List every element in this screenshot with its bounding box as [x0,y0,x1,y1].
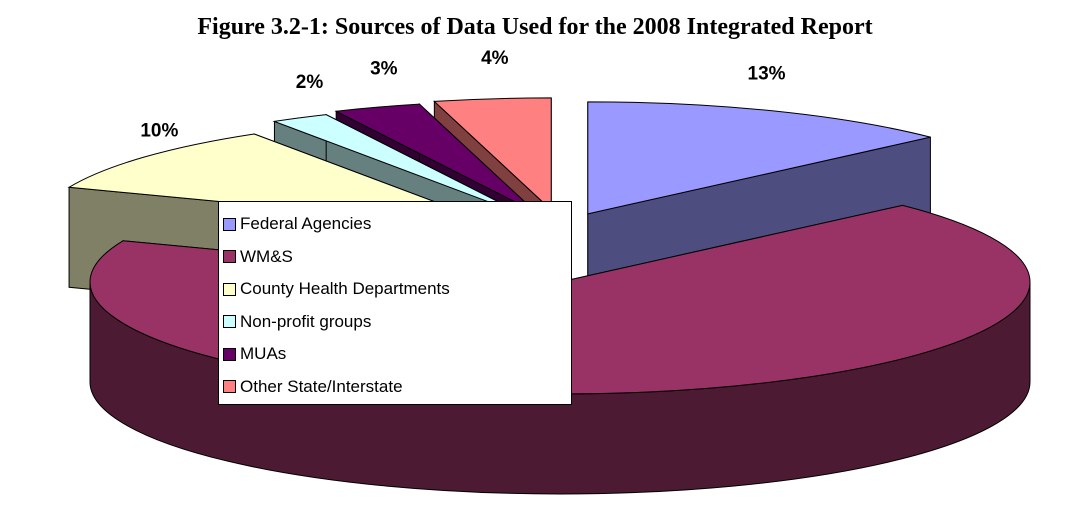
legend-item: County Health Departments [223,273,571,306]
chart-title: Figure 3.2-1: Sources of Data Used for t… [197,14,873,40]
legend-swatch [223,282,236,296]
legend-label: Non-profit groups [240,311,372,331]
legend-item: Other State/Interstate [223,371,571,404]
legend-swatch [223,217,236,231]
data-label: 4% [481,48,509,69]
legend-swatch [223,250,236,264]
slice [334,103,537,214]
slice [272,114,527,217]
data-label: 2% [296,72,324,93]
slice [433,97,552,212]
legend-label: Other State/Interstate [240,376,403,396]
legend-item: Non-profit groups [223,306,571,339]
legend-label: MUAs [240,344,287,364]
legend-swatch [223,315,236,329]
legend-item: WM&S [223,241,571,274]
legend-item: MUAs [223,338,571,371]
legend-label: Federal Agencies [240,214,372,234]
legend-label: County Health Departments [240,279,450,299]
legend-swatch [223,380,236,394]
legend-item: Federal Agencies [223,208,571,241]
data-label: 3% [370,59,398,80]
data-label: 10% [140,121,178,142]
legend-label: WM&S [240,246,293,266]
legend: Federal Agencies WM&S County Health Depart… [218,201,572,405]
legend-swatch [223,347,236,361]
slice [587,101,931,215]
data-label: 13% [748,63,786,84]
